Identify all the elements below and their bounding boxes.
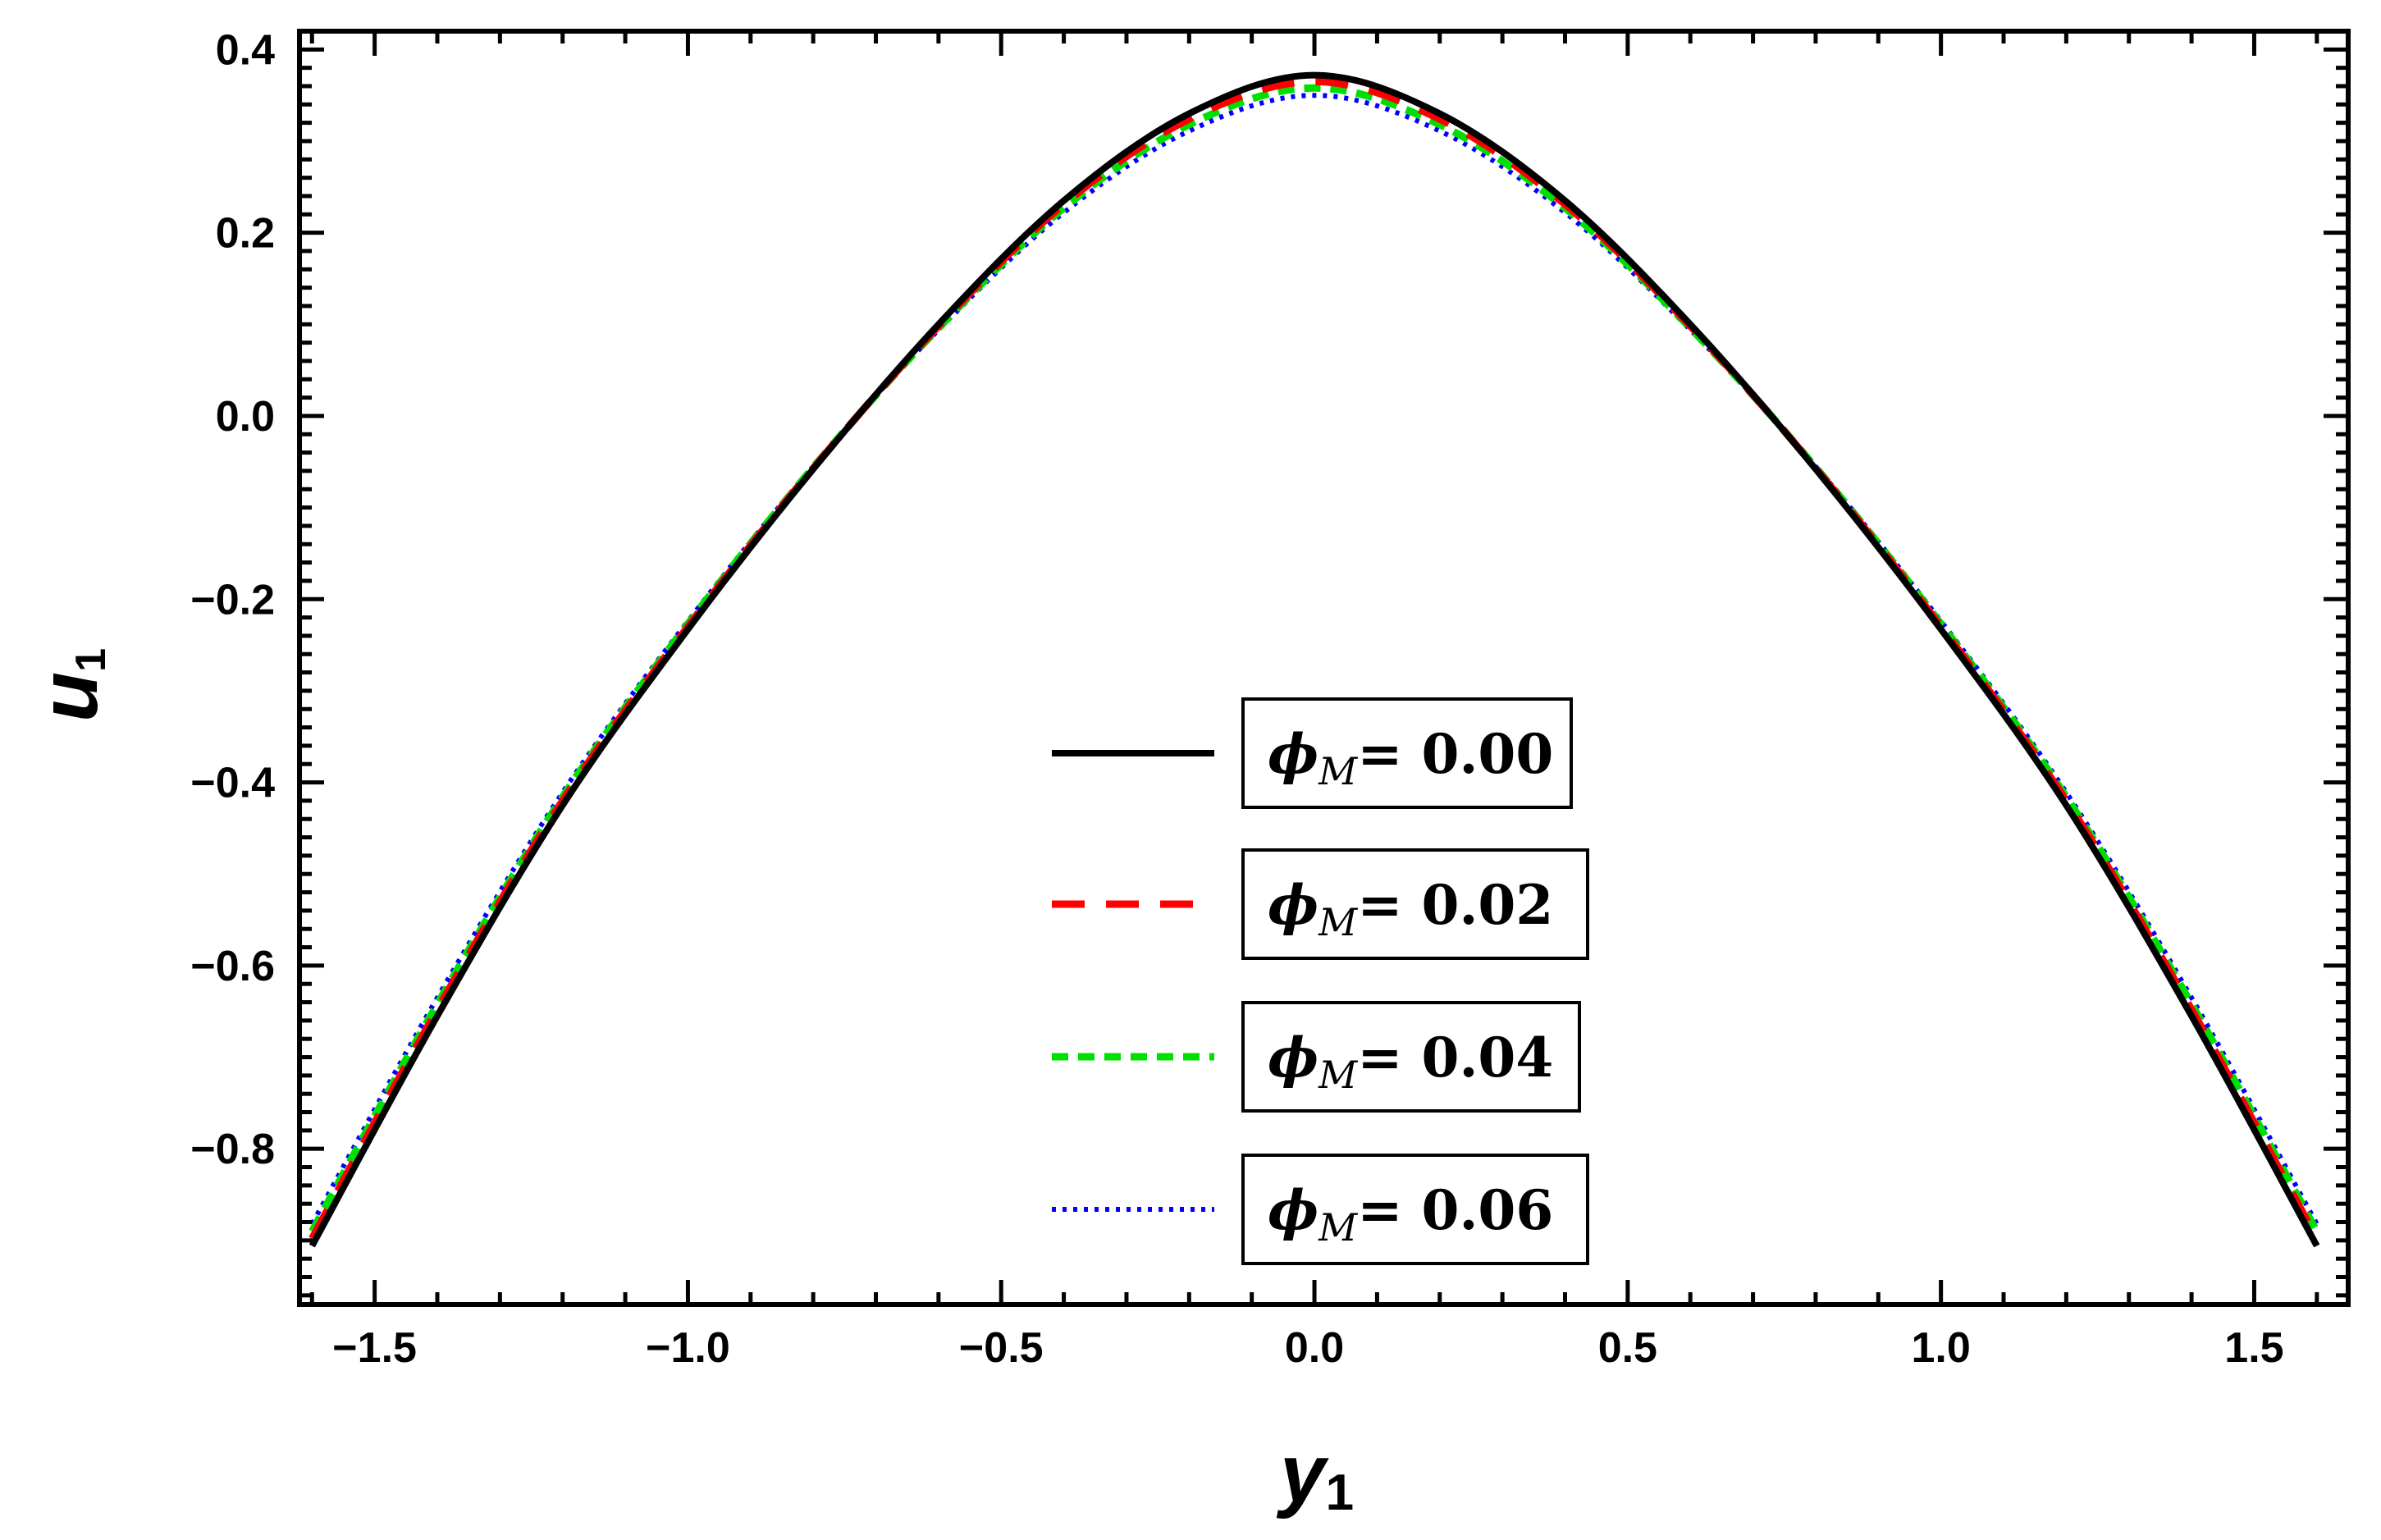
series-line-3	[309, 93, 2319, 1226]
x-tick-label: 0.0	[1285, 1324, 1344, 1372]
x-axis: −1.5 −1.0 −0.5 0.0 0.5 1.0 1.5	[309, 31, 2319, 1372]
series-line-2	[308, 84, 2320, 1233]
legend-box-2	[1241, 1001, 1581, 1113]
x-axis-title-main: y	[1276, 1428, 1329, 1519]
series-line-0	[308, 71, 2320, 1248]
legend-label-1: ϕM= 0.02	[1268, 873, 1553, 944]
series-layer	[308, 71, 2320, 1248]
x-axis-title: y1	[1276, 1428, 1354, 1521]
y-tick-label: 0.0	[216, 393, 275, 441]
legend-label-0: ϕM= 0.00	[1268, 722, 1553, 793]
legend-box-0	[1241, 697, 1573, 809]
x-tick-label: −1.0	[646, 1324, 730, 1372]
y-axis-title-subscript: 1	[67, 648, 115, 672]
y-tick-label: 0.4	[216, 26, 275, 74]
legend-label-2: ϕM= 0.04	[1268, 1026, 1553, 1097]
x-tick-label: 1.5	[2224, 1324, 2283, 1372]
x-tick-label: 0.5	[1598, 1324, 1657, 1372]
y-axis: 0.4 0.2 0.0 −0.2 −0.4 −0.6 −0.8	[190, 26, 2348, 1298]
y-axis-title-main: u	[23, 672, 115, 722]
legend-box-1	[1241, 848, 1589, 960]
x-tick-label: −1.5	[332, 1324, 417, 1372]
legend-box-3	[1241, 1154, 1589, 1265]
y-tick-label: −0.8	[190, 1126, 275, 1173]
y-tick-label: 0.2	[216, 210, 275, 258]
y-tick-label: −0.2	[190, 576, 275, 624]
legend: ϕM= 0.00 ϕM= 0.02 ϕM= 0.04 ϕM= 0.06	[1052, 697, 1589, 1265]
y-axis-title: u1	[23, 648, 115, 722]
legend-label-3: ϕM= 0.06	[1268, 1178, 1553, 1250]
x-tick-label: 1.0	[1912, 1324, 1971, 1372]
plot-frame	[297, 29, 2351, 1307]
y-tick-label: −0.6	[190, 943, 275, 990]
x-tick-label: −0.5	[959, 1324, 1044, 1372]
plot-border	[297, 29, 2351, 1307]
y-tick-label: −0.4	[190, 760, 275, 807]
x-axis-title-subscript: 1	[1326, 1465, 1354, 1521]
